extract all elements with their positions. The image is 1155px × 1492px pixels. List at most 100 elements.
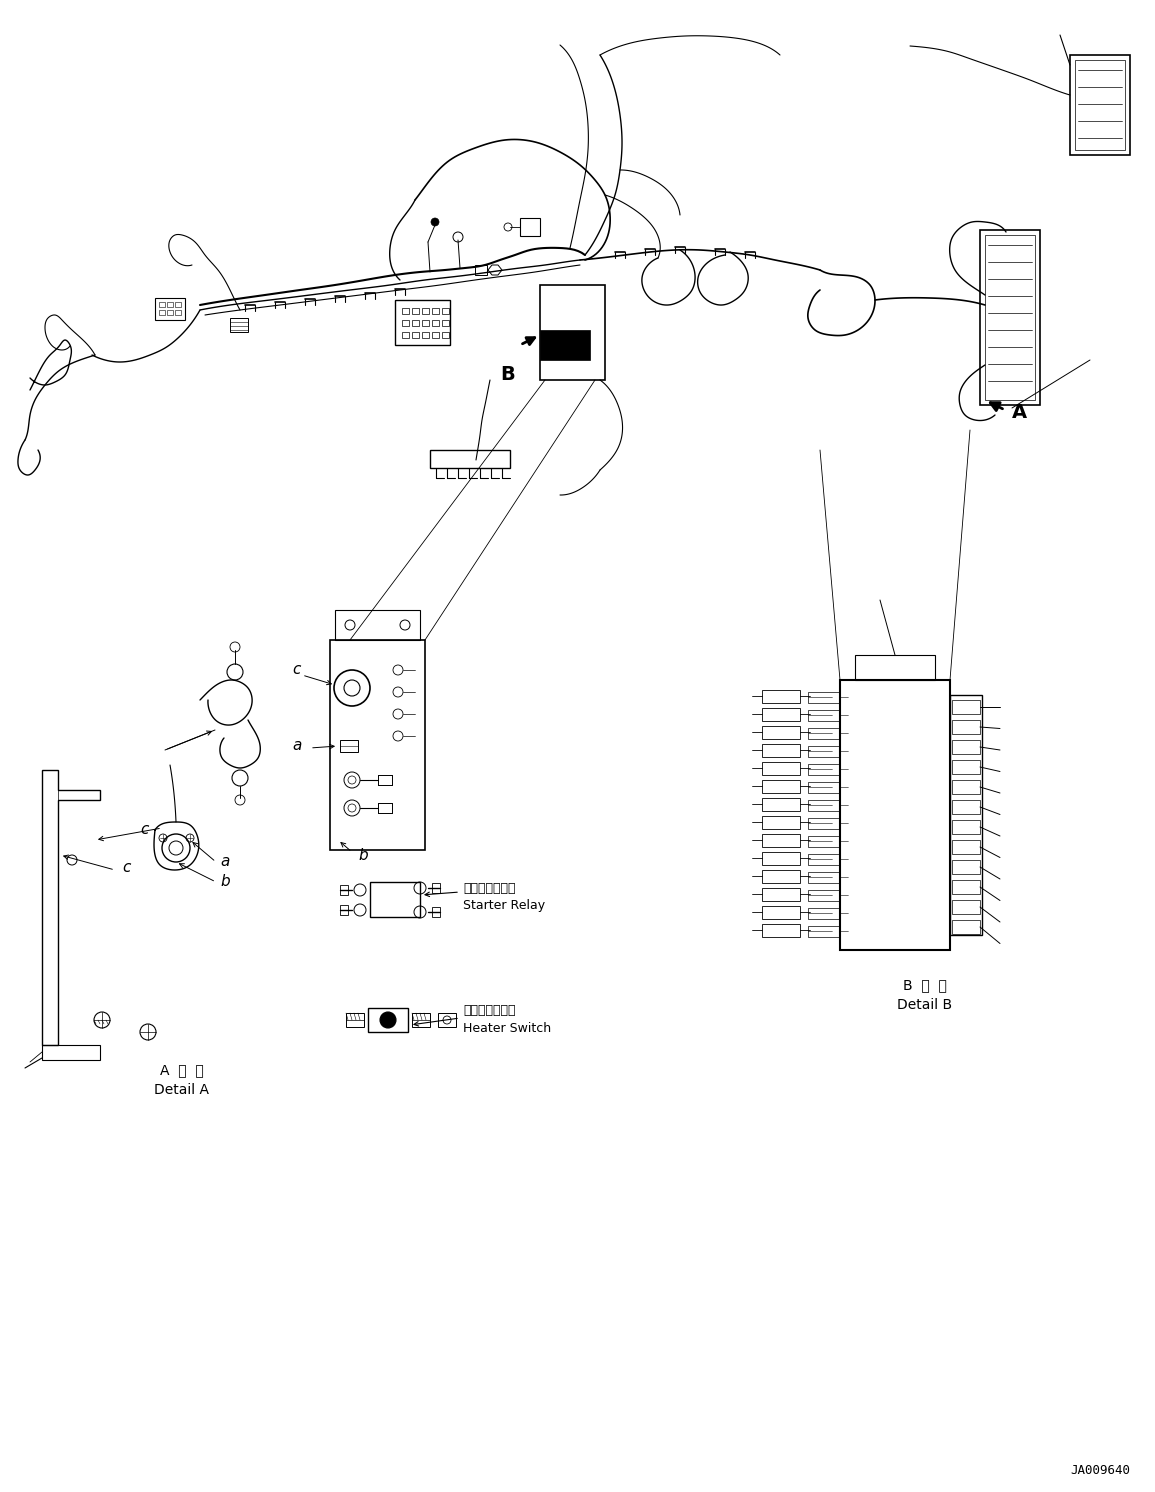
Bar — [422, 319, 429, 325]
Bar — [952, 740, 979, 753]
Bar — [952, 700, 979, 715]
Bar — [985, 236, 1035, 400]
Text: Detail A: Detail A — [155, 1083, 209, 1097]
Bar — [167, 310, 173, 315]
Bar — [762, 870, 800, 883]
Bar — [422, 333, 429, 339]
Bar — [855, 655, 936, 680]
Bar — [951, 695, 982, 935]
Bar — [762, 762, 800, 774]
Bar — [808, 800, 840, 812]
Bar — [762, 709, 800, 721]
Bar — [762, 834, 800, 847]
Bar — [520, 218, 541, 236]
Text: A  詳  細: A 詳 細 — [161, 1062, 204, 1077]
Bar — [230, 318, 248, 333]
Bar — [442, 307, 449, 313]
Bar — [176, 310, 181, 315]
Text: ヒータスイッチ: ヒータスイッチ — [463, 1004, 515, 1016]
Bar — [442, 319, 449, 325]
Bar — [335, 610, 420, 640]
Bar — [167, 301, 173, 307]
Bar — [541, 285, 605, 380]
Text: スタータリレー: スタータリレー — [463, 882, 515, 895]
Bar — [155, 298, 185, 319]
Text: Heater Switch: Heater Switch — [463, 1022, 551, 1034]
Bar — [370, 882, 420, 918]
Text: b: b — [358, 847, 367, 862]
Bar — [762, 888, 800, 901]
Bar — [840, 680, 951, 950]
Text: Detail B: Detail B — [897, 998, 953, 1012]
Bar — [1070, 55, 1130, 155]
Bar — [808, 692, 840, 703]
Text: a: a — [219, 855, 230, 870]
Text: a: a — [292, 737, 301, 752]
Bar — [432, 883, 440, 894]
Bar — [412, 307, 419, 313]
Bar — [808, 764, 840, 774]
Bar — [368, 1009, 408, 1032]
Bar — [432, 307, 439, 313]
Bar — [808, 728, 840, 739]
Bar — [762, 924, 800, 937]
Text: b: b — [219, 874, 230, 889]
Text: Starter Relay: Starter Relay — [463, 898, 545, 912]
Bar — [762, 852, 800, 865]
Bar — [475, 266, 487, 275]
Bar — [952, 880, 979, 894]
Bar — [762, 798, 800, 812]
Bar — [808, 836, 840, 847]
Bar — [952, 721, 979, 734]
Bar — [422, 307, 429, 313]
Bar — [430, 451, 511, 468]
Bar — [952, 780, 979, 794]
Bar — [432, 907, 440, 918]
Bar — [808, 746, 840, 756]
Bar — [979, 230, 1040, 404]
Bar — [808, 818, 840, 830]
Bar — [176, 301, 181, 307]
Bar — [952, 840, 979, 853]
Bar — [808, 871, 840, 883]
Text: A: A — [1012, 403, 1027, 422]
Bar — [762, 780, 800, 794]
Bar — [340, 885, 348, 895]
Text: JA009640: JA009640 — [1070, 1464, 1130, 1477]
Bar — [159, 301, 165, 307]
Bar — [762, 745, 800, 756]
Circle shape — [380, 1012, 396, 1028]
Bar — [412, 319, 419, 325]
Polygon shape — [541, 330, 590, 360]
Text: B: B — [500, 366, 515, 385]
Bar — [952, 859, 979, 874]
Text: c: c — [122, 861, 131, 876]
Bar — [412, 1013, 430, 1026]
Bar — [340, 906, 348, 915]
Circle shape — [431, 218, 439, 225]
Bar — [1075, 60, 1125, 151]
Bar — [762, 816, 800, 830]
Bar — [762, 727, 800, 739]
Bar — [346, 1013, 364, 1026]
Bar — [159, 310, 165, 315]
Bar — [402, 307, 409, 313]
Bar — [952, 759, 979, 774]
Bar — [412, 333, 419, 339]
Bar — [402, 319, 409, 325]
Bar — [808, 909, 840, 919]
Text: B  詳  細: B 詳 細 — [903, 977, 947, 992]
Text: c: c — [140, 822, 148, 837]
Bar — [808, 891, 840, 901]
Bar — [432, 333, 439, 339]
Bar — [442, 333, 449, 339]
Bar — [808, 853, 840, 865]
Text: c: c — [292, 662, 300, 677]
Bar — [808, 710, 840, 721]
Bar — [438, 1013, 456, 1026]
Bar — [952, 821, 979, 834]
Bar — [952, 900, 979, 915]
Bar — [952, 800, 979, 815]
Bar — [432, 319, 439, 325]
Bar — [952, 921, 979, 934]
